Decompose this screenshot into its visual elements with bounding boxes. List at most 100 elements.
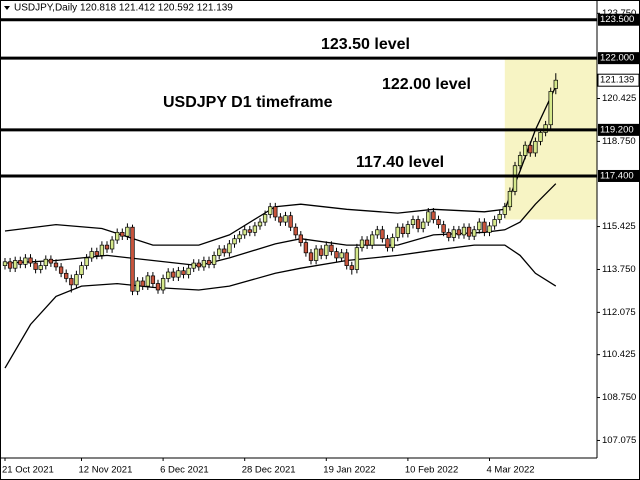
candle-body	[400, 226, 405, 234]
y-tick-label: 107.075	[602, 435, 636, 446]
x-tick-label: 19 Jan 2022	[323, 465, 375, 476]
candle-body	[23, 257, 28, 265]
candle-body	[334, 251, 339, 259]
candle-body	[502, 206, 507, 215]
candle-body	[13, 260, 18, 269]
candle-body	[227, 243, 232, 254]
x-tick-label: 21 Oct 2021	[2, 465, 54, 476]
candle-body	[74, 274, 79, 286]
candle-body	[140, 280, 145, 287]
candle-body	[370, 234, 375, 246]
candle-body	[477, 221, 482, 231]
y-tick-label: 113.750	[602, 264, 636, 275]
candle-body	[456, 229, 462, 236]
candle-body	[252, 225, 258, 233]
candle-body	[303, 242, 309, 254]
candle-body	[196, 262, 201, 268]
candle-body	[79, 265, 84, 275]
y-tick-label: 120.425	[602, 93, 636, 104]
candle-body	[7, 261, 13, 269]
candle-body	[160, 278, 166, 291]
candle-body	[512, 165, 518, 192]
band-line	[4, 244, 557, 369]
candle-body	[293, 226, 298, 236]
candle-body	[497, 214, 502, 220]
candle-body	[487, 225, 492, 233]
candle-body	[415, 219, 421, 229]
level-label-box	[598, 123, 640, 136]
candle-body	[191, 262, 196, 269]
candle-body	[451, 229, 456, 238]
menu-triangle	[4, 6, 10, 10]
candle-body	[364, 239, 370, 246]
zone-layer	[504, 58, 597, 220]
candle-body	[431, 211, 436, 220]
y-tick-label: 110.425	[602, 349, 636, 360]
candle-body	[278, 216, 283, 223]
candle-body	[120, 231, 125, 237]
level-label-box	[598, 13, 640, 26]
header: USDJPY,Daily 120.818 121.412 120.592 121…	[14, 3, 233, 14]
candle-body	[441, 224, 446, 233]
candle-body	[18, 260, 23, 265]
candle-body	[548, 91, 553, 126]
candle-body	[324, 244, 329, 256]
candle-body	[89, 251, 94, 259]
y-tick-label: 115.425	[602, 221, 636, 232]
x-tick-label: 10 Feb 2022	[405, 465, 458, 476]
candle-body	[186, 267, 191, 275]
candle-body	[329, 244, 334, 252]
candle-body	[385, 238, 390, 249]
candle-body	[523, 144, 528, 156]
candle-body	[395, 226, 400, 238]
candle-body	[273, 206, 278, 218]
candle-body	[130, 226, 135, 292]
annotation: USDJPY D1 timeframe	[163, 94, 333, 111]
level-label-box	[598, 169, 640, 182]
candle-body	[268, 206, 273, 215]
candle-body	[507, 190, 513, 208]
candle-body	[375, 229, 380, 236]
candle-body	[150, 275, 156, 284]
candle-layer	[2, 73, 558, 296]
candle-body	[390, 237, 395, 249]
candle-body	[222, 248, 227, 254]
candle-body	[262, 214, 268, 223]
candle-body	[166, 271, 171, 279]
candle-body	[64, 272, 69, 279]
candle-body	[2, 261, 8, 266]
candle-body	[38, 265, 43, 270]
candle-body	[211, 255, 217, 265]
level-layer: 123.500 122.000 119.200 117.400 121.139	[0, 13, 640, 182]
candle-body	[201, 260, 207, 268]
candle-body	[405, 224, 411, 234]
candle-body	[553, 79, 558, 89]
x-tick-label: 12 Nov 2021	[79, 465, 133, 476]
candle-body	[257, 221, 263, 227]
candle-body	[528, 144, 533, 154]
candle-body	[466, 226, 472, 237]
highlight-zone	[504, 58, 597, 220]
annotation: 122.00 level	[382, 76, 471, 93]
candle-body	[344, 252, 349, 266]
candle-body	[410, 219, 416, 225]
candle-body	[533, 141, 538, 154]
x-tick-label: 28 Dec 2021	[242, 465, 296, 476]
candle-body	[461, 226, 467, 236]
candle-body	[84, 257, 89, 266]
candle-body	[283, 215, 288, 223]
y-tick-label: 112.075	[602, 307, 636, 318]
level-label: 123.500	[600, 14, 634, 25]
level-label: 119.200	[600, 124, 634, 135]
candle-body	[206, 260, 212, 265]
candle-body	[43, 258, 48, 266]
candle-body	[109, 239, 115, 250]
y-tick-label: 108.750	[602, 392, 636, 403]
candle-body	[319, 248, 324, 256]
candle-body	[48, 258, 54, 264]
candle-body	[28, 257, 33, 264]
candle-body	[171, 271, 176, 278]
candle-body	[339, 252, 344, 259]
